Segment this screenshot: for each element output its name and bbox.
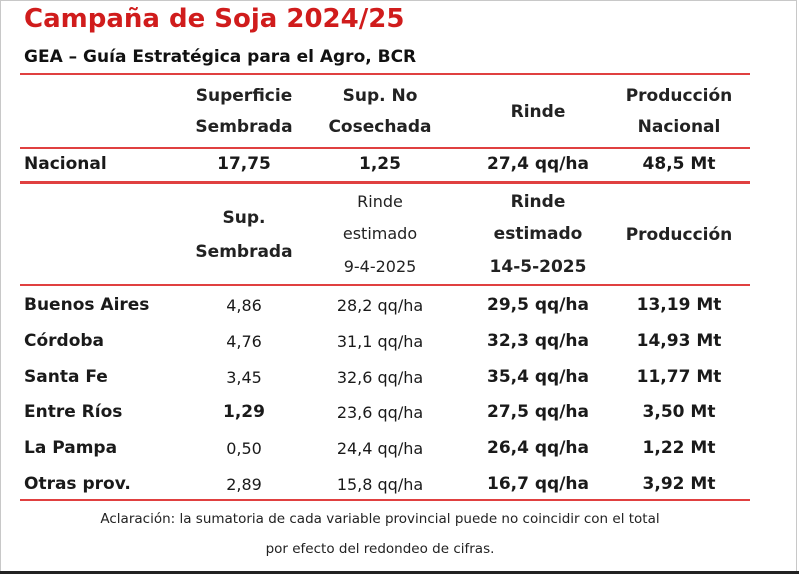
- province-rinde: 32,3 qq/ha: [487, 331, 589, 351]
- province-rinde-prev: 24,4 qq/ha: [336, 439, 424, 458]
- prov-header-sup-line1: Sup.: [222, 208, 266, 228]
- prov-header-rinde-line2: estimado: [493, 224, 583, 244]
- province-rinde-prev: 23,6 qq/ha: [336, 403, 424, 422]
- header-produccion-line2: Nacional: [637, 117, 721, 137]
- header-rinde: Rinde: [510, 102, 566, 122]
- province-name: Córdoba: [24, 331, 105, 351]
- header-rule: [20, 73, 750, 75]
- province-prod: 1,22 Mt: [642, 438, 716, 458]
- footnote-line1: Aclaración: la sumatoria de cada variabl…: [100, 511, 660, 527]
- page-subtitle: GEA – Guía Estratégica para el Agro, BCR: [24, 47, 417, 67]
- national-produccion: 48,5 Mt: [642, 154, 716, 174]
- province-sup: 3,45: [226, 368, 262, 387]
- province-rinde: 35,4 qq/ha: [487, 367, 589, 387]
- prov-header-rinde-prev-date: 9-4-2025: [343, 257, 417, 276]
- national-no-cosechada: 1,25: [359, 154, 401, 174]
- table-bottom-rule: [20, 499, 750, 501]
- national-row-rule: [20, 181, 750, 184]
- province-rinde: 16,7 qq/ha: [487, 474, 589, 494]
- province-sup: 4,76: [226, 332, 262, 351]
- province-prod: 14,93 Mt: [636, 331, 722, 351]
- province-rinde: 26,4 qq/ha: [487, 438, 589, 458]
- province-rinde-prev: 31,1 qq/ha: [336, 332, 424, 351]
- prov-header-rinde-line1: Rinde: [510, 192, 566, 212]
- footnote-line2: por efecto del redondeo de cifras.: [265, 541, 495, 557]
- header-no-cosechada-line1: Sup. No: [342, 86, 418, 106]
- national-header-rule: [20, 147, 750, 149]
- prov-header-sup-line2: Sembrada: [195, 242, 293, 262]
- header-superficie-line1: Superficie: [195, 86, 293, 106]
- province-rinde: 27,5 qq/ha: [487, 402, 589, 422]
- province-name: Otras prov.: [24, 474, 131, 494]
- province-header-rule: [20, 284, 750, 286]
- bottom-border: [0, 571, 799, 574]
- page-title: Campaña de Soja 2024/25: [24, 4, 405, 34]
- header-no-cosechada-line2: Cosechada: [328, 117, 432, 137]
- province-prod: 3,92 Mt: [642, 474, 716, 494]
- province-sup: 2,89: [226, 475, 262, 494]
- province-sup: 1,29: [223, 402, 265, 422]
- province-sup: 0,50: [226, 439, 262, 458]
- province-prod: 13,19 Mt: [636, 295, 722, 315]
- province-name: Santa Fe: [24, 367, 108, 387]
- province-sup: 4,86: [226, 296, 262, 315]
- province-prod: 11,77 Mt: [636, 367, 722, 387]
- province-name: Buenos Aires: [24, 295, 150, 315]
- province-rinde-prev: 28,2 qq/ha: [336, 296, 424, 315]
- province-rinde-prev: 32,6 qq/ha: [336, 368, 424, 387]
- header-superficie-line2: Sembrada: [195, 117, 293, 137]
- province-prod: 3,50 Mt: [642, 402, 716, 422]
- national-label: Nacional: [24, 154, 107, 174]
- national-superficie: 17,75: [217, 154, 271, 174]
- national-rinde: 27,4 qq/ha: [487, 154, 589, 174]
- header-produccion-line1: Producción: [625, 86, 733, 106]
- prov-header-rinde-date: 14-5-2025: [489, 257, 587, 277]
- province-name: Entre Ríos: [24, 402, 123, 422]
- prov-header-rinde-prev-line2: estimado: [342, 224, 418, 243]
- province-rinde: 29,5 qq/ha: [487, 295, 589, 315]
- prov-header-produccion: Producción: [625, 225, 733, 245]
- province-rinde-prev: 15,8 qq/ha: [336, 475, 424, 494]
- province-name: La Pampa: [24, 438, 118, 458]
- prov-header-rinde-prev-line1: Rinde: [357, 192, 403, 211]
